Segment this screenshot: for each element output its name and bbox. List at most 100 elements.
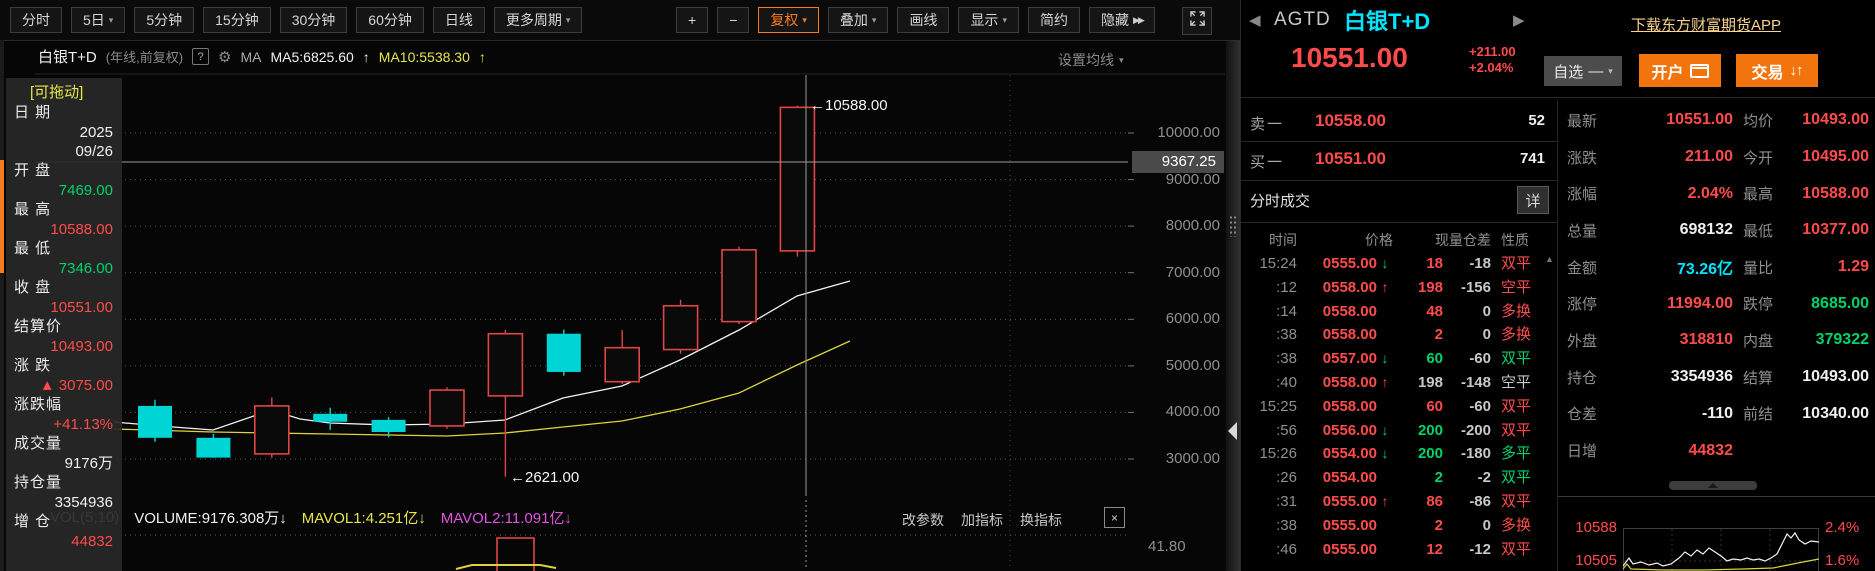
chevron-down-icon: ▾: [1002, 15, 1007, 25]
tick-nature: 双平: [1501, 469, 1532, 487]
close-indicator-button[interactable]: ×: [1104, 507, 1125, 528]
field-label: 涨 跌: [14, 357, 52, 374]
field-label: 成交量: [14, 435, 63, 452]
tool-label: +: [688, 12, 697, 28]
open-account-button[interactable]: 开户: [1639, 54, 1721, 87]
tick-time: :56: [1276, 421, 1297, 439]
tick-position-change: -156: [1460, 278, 1491, 296]
fullscreen-button[interactable]: [1182, 7, 1213, 35]
candlestick-chart[interactable]: [0, 0, 1240, 571]
set-ma-dropdown[interactable]: 设置均线 ▾: [1058, 50, 1124, 70]
stat-value: 318810: [1679, 331, 1733, 349]
tool-label: 叠加: [839, 12, 868, 28]
period-button-group: 分时 5日 ▾ 5分钟 15分钟 30分钟 60分钟 日线 更多周期 ▾: [10, 7, 591, 33]
intraday-mini-chart[interactable]: [1622, 528, 1820, 571]
tick-volume: 60: [1426, 350, 1443, 368]
scroll-up-icon[interactable]: ▲: [1545, 254, 1554, 264]
tick-price: 0555.00: [1322, 492, 1377, 510]
ma10-value: MA10:5538.30: [378, 48, 470, 65]
tool-label: 隐藏: [1100, 12, 1129, 28]
period-button-日线[interactable]: 日线: [432, 7, 485, 33]
tick-detail-button[interactable]: 详: [1517, 186, 1549, 214]
tick-time: 15:25: [1259, 397, 1297, 415]
tick-position-change: -60: [1469, 350, 1491, 368]
tool-button-隐藏[interactable]: 隐藏 ▶▶: [1088, 7, 1155, 33]
tool-button-简约[interactable]: 简约: [1027, 7, 1080, 33]
field-value: 10493.00: [50, 338, 113, 355]
stat-value: 3354936: [1670, 368, 1733, 386]
period-button-60分钟[interactable]: 60分钟: [356, 7, 424, 33]
tick-price: 0558.00: [1322, 302, 1377, 320]
prev-contract-icon[interactable]: ◀: [1249, 12, 1261, 29]
tool-button-画线[interactable]: 画线: [897, 7, 950, 33]
watchlist-button[interactable]: 自选 — ▾: [1544, 56, 1622, 86]
collapse-handle[interactable]: [1669, 481, 1757, 490]
help-icon[interactable]: ?: [192, 48, 210, 65]
stat-row: 总量 698132 最低 10377.00: [1558, 212, 1875, 249]
y-axis-label: 5000.00: [1165, 356, 1220, 374]
divider: [1557, 100, 1558, 571]
ma5-up-arrow-icon: ↑: [362, 48, 370, 65]
period-button-5日[interactable]: 5日 ▾: [71, 7, 126, 33]
contract-code: AGTD: [1274, 9, 1331, 30]
stat-label: 最低: [1743, 222, 1774, 240]
tick-list-title: 分时成交: [1250, 193, 1311, 210]
tool-button-−[interactable]: −: [717, 7, 750, 33]
tick-nature: 空平: [1501, 373, 1532, 391]
minichart-high-label: 10588: [1575, 519, 1617, 536]
tool-label: 显示: [970, 12, 999, 28]
stat-label: 均价: [1743, 112, 1774, 130]
stat-label: 量比: [1743, 259, 1774, 277]
tool-button-+[interactable]: +: [676, 7, 709, 33]
period-button-5分钟[interactable]: 5分钟: [134, 7, 195, 33]
tick-position-change: -200: [1460, 421, 1491, 439]
tick-price: 0558.00: [1322, 373, 1377, 391]
low-price-annotation: ←2621.00: [510, 469, 580, 486]
bid-label: 买一: [1250, 154, 1285, 171]
period-button-15分钟[interactable]: 15分钟: [203, 7, 271, 33]
col-time: 时间: [1269, 232, 1297, 248]
divider: [1241, 97, 1875, 98]
chevron-down-icon: ▾: [565, 15, 571, 25]
tick-time: :38: [1276, 350, 1297, 368]
up-arrow-icon: ↑: [1381, 373, 1389, 390]
left-scrollbar-thumb[interactable]: [0, 160, 4, 273]
tool-button-叠加[interactable]: 叠加 ▾: [827, 7, 889, 33]
stat-row: 外盘 318810 内盘 379322: [1558, 322, 1875, 359]
col-volume-delta: 现量仓差: [1435, 232, 1491, 248]
add-indicator-button[interactable]: 加指标: [961, 512, 1003, 528]
period-button-更多周期[interactable]: 更多周期 ▾: [493, 7, 583, 33]
stat-label: 日增: [1567, 443, 1598, 461]
tool-button-显示[interactable]: 显示 ▾: [958, 7, 1019, 33]
field-value: 10551.00: [50, 299, 113, 316]
mavol2-value: MAVOL2:11.091亿↓: [440, 510, 572, 527]
candle-data-rows: 日 期 2025 09/26 开 盘 7469.00 最 高 10588.00 最 低 7346…: [6, 103, 122, 551]
tool-button-复权[interactable]: 复权 ▾: [758, 7, 819, 33]
download-app-link[interactable]: 下载东方财富期货APP: [1631, 17, 1782, 34]
left-scrollbar-track[interactable]: [0, 40, 4, 571]
next-contract-icon[interactable]: ▶: [1513, 12, 1525, 29]
quote-panel: ◀ AGTD 白银T+D ▶ 下载东方财富期货APP 10551.00 +211…: [1240, 0, 1875, 571]
change-params-button[interactable]: 改参数: [902, 512, 944, 528]
tick-nature: 多换: [1501, 302, 1532, 320]
collapse-left-icon[interactable]: [1228, 422, 1237, 440]
stat-row: 涨停 11994.00 跌停 8685.00: [1558, 285, 1875, 322]
tick-price: 0554.00: [1322, 445, 1377, 463]
tick-position-change: -180: [1460, 445, 1491, 463]
candle-data-panel[interactable]: [可拖动] 日 期 2025 09/26 开 盘 7469.00 最 高 10588.00 最…: [6, 78, 122, 571]
switch-indicator-button[interactable]: 换指标: [1020, 512, 1062, 528]
tick-row: :46 0555.00 12 -12 双平: [1243, 538, 1555, 562]
tick-table[interactable]: 15:24 0555.00 ↓ 18 -18 双平:12 0558.00 ↑ 198 -156 空平…: [1243, 252, 1555, 571]
stat-value: -110: [1701, 404, 1733, 422]
trade-button[interactable]: 交易 ↓↑: [1736, 54, 1818, 87]
stat-label: 跌停: [1743, 296, 1774, 314]
period-button-分时[interactable]: 分时: [10, 7, 62, 33]
y-axis-label: 4000.00: [1165, 403, 1220, 421]
stat-value: 698132: [1679, 221, 1733, 239]
stat-label: 持仓: [1567, 369, 1598, 387]
period-button-30分钟[interactable]: 30分钟: [279, 7, 348, 33]
gear-icon[interactable]: ⚙: [218, 48, 232, 66]
panel-splitter[interactable]: [1226, 40, 1240, 571]
tick-volume: 198: [1417, 278, 1443, 296]
y-axis-label: 10000.00: [1157, 124, 1220, 141]
